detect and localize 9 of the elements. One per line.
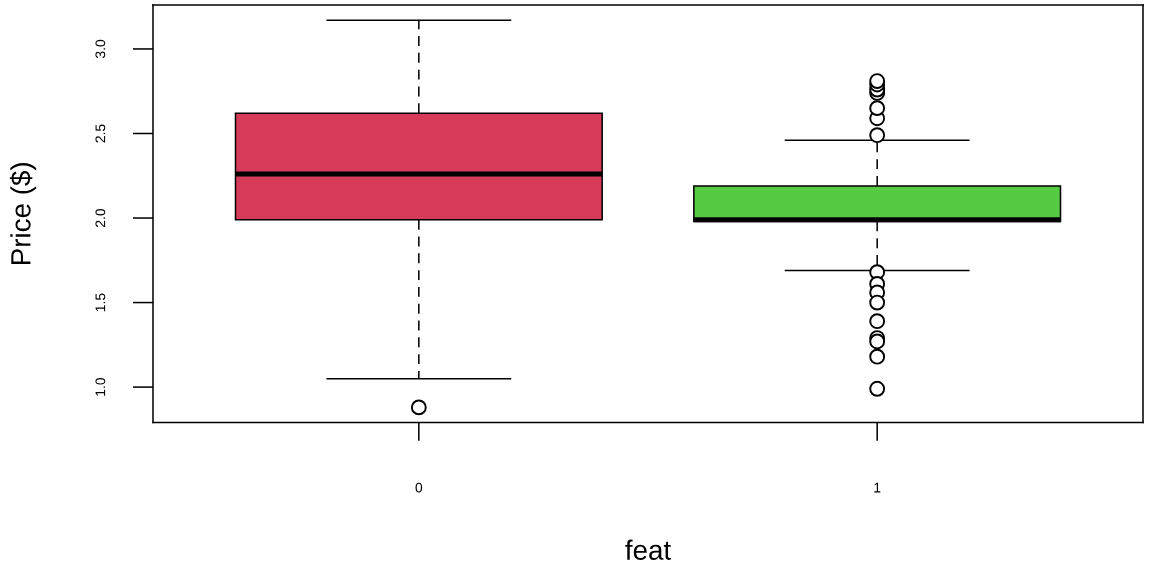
y-tick-label: 1.5 xyxy=(95,293,106,312)
y-tick-label: 2.0 xyxy=(95,208,106,227)
x-axis-title: feat xyxy=(625,539,671,560)
y-tick-label: 1.0 xyxy=(95,377,106,396)
x-tick-label: 1 xyxy=(874,482,881,493)
y-tick-label: 3.0 xyxy=(95,39,106,59)
y-tick-label: 2.5 xyxy=(95,124,106,143)
x-tick-label: 0 xyxy=(415,482,423,493)
y-axis-title: Price ($) xyxy=(9,163,37,264)
